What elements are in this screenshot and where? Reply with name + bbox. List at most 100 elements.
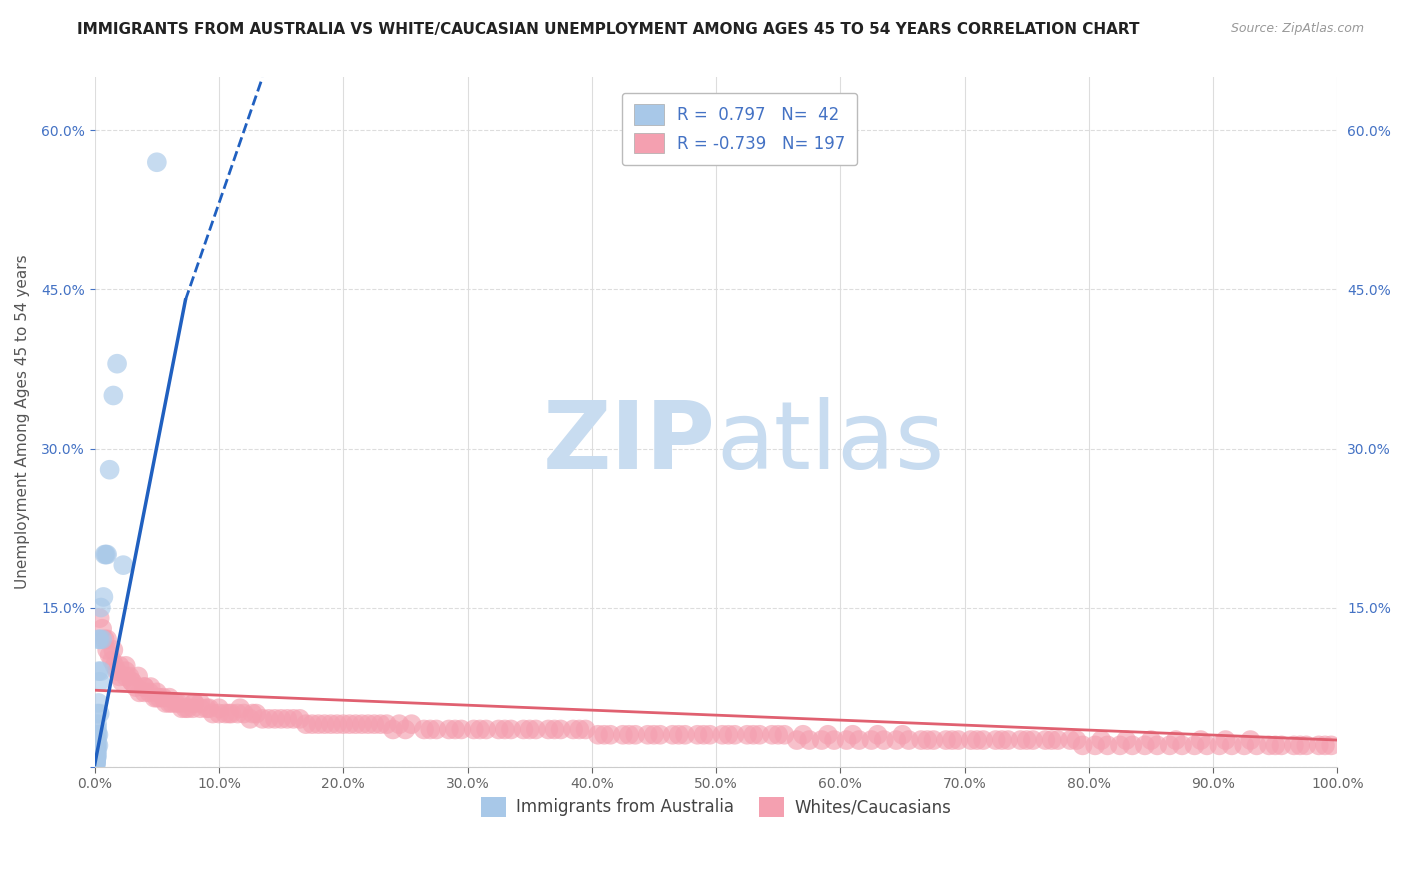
Point <box>87 664 110 678</box>
Point <box>114 669 136 683</box>
Point <box>84 739 107 753</box>
Point <box>848 733 870 747</box>
Point <box>381 723 404 737</box>
Point <box>121 674 143 689</box>
Point <box>344 717 367 731</box>
Point <box>761 728 783 742</box>
Point <box>941 733 963 747</box>
Point <box>1015 733 1038 747</box>
Point <box>128 685 150 699</box>
Point <box>84 754 107 768</box>
Point <box>218 706 240 721</box>
Point <box>84 750 107 764</box>
Point <box>108 669 131 683</box>
Point <box>214 706 236 721</box>
Point <box>1195 739 1218 753</box>
Point <box>512 723 534 737</box>
Point <box>103 643 125 657</box>
Point <box>84 747 107 761</box>
Point <box>86 739 108 753</box>
Point <box>917 733 939 747</box>
Point <box>686 728 709 742</box>
Point <box>810 733 832 747</box>
Point <box>661 728 683 742</box>
Point <box>319 717 342 731</box>
Point <box>118 669 141 683</box>
Point <box>121 674 143 689</box>
Point <box>245 706 267 721</box>
Point <box>127 669 149 683</box>
Point <box>350 717 373 731</box>
Point <box>96 643 118 657</box>
Point <box>87 696 110 710</box>
Point <box>84 756 107 771</box>
Point <box>1084 739 1107 753</box>
Point <box>86 717 108 731</box>
Point <box>90 664 112 678</box>
Point <box>301 717 323 731</box>
Point <box>1215 733 1237 747</box>
Point <box>90 600 112 615</box>
Point <box>388 717 411 731</box>
Point <box>146 155 169 169</box>
Point <box>226 706 249 721</box>
Point <box>229 701 252 715</box>
Point <box>105 664 128 678</box>
Point <box>84 752 107 766</box>
Point <box>959 733 981 747</box>
Point <box>860 733 883 747</box>
Point <box>835 733 858 747</box>
Point <box>232 706 254 721</box>
Point <box>157 696 180 710</box>
Point <box>375 717 398 731</box>
Point <box>413 723 436 737</box>
Point <box>84 740 107 755</box>
Point <box>1022 733 1045 747</box>
Point <box>543 723 565 737</box>
Point <box>1071 739 1094 753</box>
Point <box>948 733 970 747</box>
Point <box>276 712 298 726</box>
Point <box>568 723 591 737</box>
Point <box>866 728 889 742</box>
Point <box>89 706 111 721</box>
Point <box>1046 733 1069 747</box>
Point <box>125 680 148 694</box>
Point <box>1233 739 1256 753</box>
Point <box>181 701 204 715</box>
Point <box>617 728 640 742</box>
Point <box>450 723 472 737</box>
Point <box>1133 739 1156 753</box>
Point <box>148 690 170 705</box>
Point <box>910 733 932 747</box>
Point <box>93 590 115 604</box>
Point <box>363 717 385 731</box>
Point <box>86 723 108 737</box>
Point <box>332 717 354 731</box>
Point <box>93 548 115 562</box>
Point <box>419 723 441 737</box>
Point <box>1282 739 1305 753</box>
Point <box>239 712 262 726</box>
Point <box>935 733 957 747</box>
Point <box>84 753 107 767</box>
Point <box>152 690 174 705</box>
Point <box>748 728 770 742</box>
Point <box>873 733 896 747</box>
Point <box>98 463 121 477</box>
Point <box>593 728 616 742</box>
Point <box>314 717 336 731</box>
Point <box>1208 739 1230 753</box>
Point <box>84 751 107 765</box>
Point <box>188 701 211 715</box>
Point <box>1289 739 1312 753</box>
Point <box>295 717 318 731</box>
Point <box>1308 739 1330 753</box>
Point <box>288 712 311 726</box>
Point <box>1159 739 1181 753</box>
Point <box>1171 739 1194 753</box>
Point <box>114 658 136 673</box>
Point <box>283 712 305 726</box>
Point <box>87 728 110 742</box>
Point <box>1097 739 1119 753</box>
